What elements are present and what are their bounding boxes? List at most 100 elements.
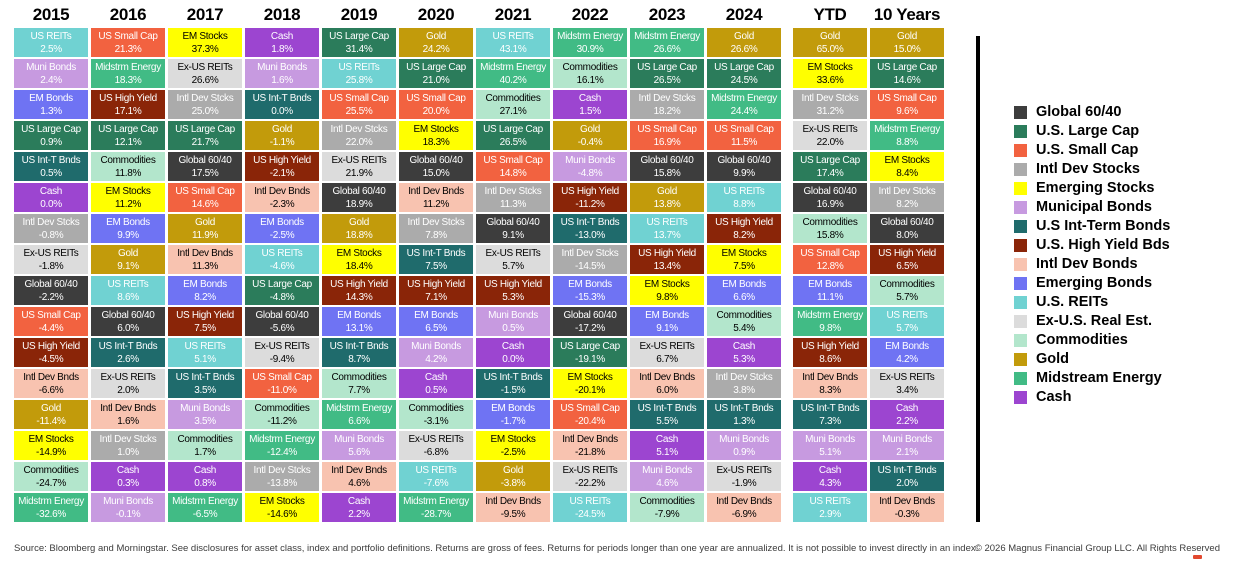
asset-return-value: -4.5% — [38, 353, 64, 365]
asset-return-value: 3.5% — [194, 415, 216, 427]
return-cell-cash: Cash 0.5% — [399, 369, 473, 398]
legend-swatch — [1014, 125, 1027, 138]
legend-item-midstrm-energy: Midstream Energy — [1014, 371, 1170, 385]
asset-return-value: -7.9% — [654, 508, 680, 520]
return-cell-us-int-t-bonds: US Int-T Bnds 3.5% — [168, 369, 242, 398]
asset-return-value: -6.5% — [192, 508, 218, 520]
asset-return-value: 18.4% — [345, 260, 373, 272]
return-cell-intl-dev-stocks: Intl Dev Stcks -0.8% — [14, 214, 88, 243]
asset-name: Cash — [424, 371, 448, 383]
asset-name: Commodities — [254, 402, 310, 414]
return-cell-intl-dev-bonds: Intl Dev Bnds 8.3% — [793, 369, 867, 398]
return-cell-us-high-yield: US High Yield 7.1% — [399, 276, 473, 305]
return-cell-us-reits: US REITs 8.6% — [91, 276, 165, 305]
asset-return-value: 5.1% — [656, 446, 678, 458]
asset-name: Gold — [272, 123, 292, 135]
asset-return-value: -24.7% — [36, 477, 66, 489]
return-cell-muni-bonds: Muni Bonds -0.1% — [91, 493, 165, 522]
asset-name: EM Stocks — [884, 154, 930, 166]
asset-name: Ex-US REITs — [879, 371, 935, 383]
return-cell-us-small-cap: US Small Cap 25.5% — [322, 90, 396, 119]
asset-return-value: -1.5% — [500, 384, 526, 396]
asset-return-value: -3.1% — [423, 415, 449, 427]
asset-name: US Small Cap — [483, 154, 543, 166]
legend-item-gold: Gold — [1014, 351, 1170, 367]
asset-return-value: 14.6% — [893, 74, 921, 86]
quilt-column-2017: 2017 EM Stocks 37.3% Ex-US REITs 26.6% Intl D… — [168, 2, 242, 522]
asset-name: US Int-T Bnds — [483, 371, 543, 383]
asset-return-value: 8.0% — [896, 229, 918, 241]
return-cell-commodities: Commodities -24.7% — [14, 462, 88, 491]
asset-return-value: 6.5% — [896, 260, 918, 272]
return-cell-muni-bonds: Muni Bonds 5.1% — [793, 431, 867, 460]
return-cell-muni-bonds: Muni Bonds 4.6% — [630, 462, 704, 491]
asset-name: Muni Bonds — [565, 154, 615, 166]
asset-name: Muni Bonds — [719, 433, 769, 445]
return-cell-global-6040: Global 60/40 15.8% — [630, 152, 704, 181]
return-cell-us-reits: US REITs 2.9% — [793, 493, 867, 522]
return-cell-global-6040: Global 60/40 17.5% — [168, 152, 242, 181]
return-cell-commodities: Commodities 15.8% — [793, 214, 867, 243]
asset-name: Ex-US REITs — [485, 247, 541, 259]
asset-name: EM Bonds — [885, 340, 929, 352]
asset-name: US Large Cap — [877, 61, 937, 73]
return-cell-us-high-yield: US High Yield 17.1% — [91, 90, 165, 119]
asset-name: Cash — [270, 30, 294, 42]
return-cell-em-stocks: EM Stocks 18.3% — [399, 121, 473, 150]
asset-return-value: -4.8% — [577, 167, 603, 179]
asset-name: Intl Dev Bnds — [408, 185, 464, 197]
asset-return-value: 18.9% — [345, 198, 373, 210]
asset-name: Intl Dev Bnds — [562, 433, 618, 445]
quilt-column-2024: 2024 Gold 26.6% US Large Cap 24.5% Midstrm En… — [707, 2, 781, 522]
asset-name: EM Bonds — [808, 278, 852, 290]
legend-swatch — [1014, 201, 1027, 214]
asset-name: Intl Dev Stcks — [638, 92, 696, 104]
footer-source: Source: Bloomberg and Morningstar. See d… — [14, 543, 979, 554]
asset-name: US Large Cap — [252, 278, 312, 290]
return-cell-global-6040: Global 60/40 -5.6% — [245, 307, 319, 336]
legend-item-us-int-t-bonds: U.S Int-Term Bonds — [1014, 219, 1170, 233]
asset-return-value: -2.5% — [500, 446, 526, 458]
asset-return-value: 13.8% — [653, 198, 681, 210]
return-cell-em-bonds: EM Bonds 4.2% — [870, 338, 944, 367]
asset-name: Commodities — [562, 61, 618, 73]
asset-return-value: -3.8% — [500, 477, 526, 489]
legend-label: Gold — [1036, 351, 1070, 367]
asset-name: Midstrm Energy — [95, 61, 161, 73]
asset-return-value: 24.2% — [422, 43, 450, 55]
asset-name: US High Yield — [176, 309, 234, 321]
column-cells: Gold 24.2% US Large Cap 21.0% US Small Cap 20… — [399, 28, 473, 522]
asset-name: US REITs — [261, 247, 303, 259]
asset-name: US High Yield — [407, 278, 465, 290]
asset-return-value: 22.0% — [816, 136, 844, 148]
asset-return-value: 12.1% — [114, 136, 142, 148]
asset-name: EM Bonds — [260, 216, 304, 228]
asset-return-value: 8.2% — [194, 291, 216, 303]
asset-name: US Int-T Bnds — [252, 92, 312, 104]
return-cell-midstrm-energy: Midstrm Energy 30.9% — [553, 28, 627, 57]
asset-name: Global 60/40 — [101, 309, 155, 321]
asset-name: EM Stocks — [413, 123, 459, 135]
asset-return-value: 15.8% — [816, 229, 844, 241]
return-cell-us-large-cap: US Large Cap 31.4% — [322, 28, 396, 57]
asset-return-value: 4.6% — [348, 477, 370, 489]
return-cell-global-6040: Global 60/40 16.9% — [793, 183, 867, 212]
asset-name: Commodities — [23, 464, 79, 476]
return-cell-em-stocks: EM Stocks 8.4% — [870, 152, 944, 181]
return-cell-cash: Cash 0.8% — [168, 462, 242, 491]
asset-return-value: 8.7% — [348, 353, 370, 365]
legend-label: Ex-U.S. Real Est. — [1036, 313, 1153, 329]
return-cell-us-large-cap: US Large Cap 21.0% — [399, 59, 473, 88]
asset-name: Cash — [818, 464, 842, 476]
asset-name: Commodities — [100, 154, 156, 166]
asset-name: Gold — [426, 30, 446, 42]
asset-name: Gold — [657, 185, 677, 197]
asset-return-value: -13.0% — [575, 229, 605, 241]
return-cell-ex-us-reits: Ex-US REITs 6.7% — [630, 338, 704, 367]
return-cell-global-6040: Global 60/40 -2.2% — [14, 276, 88, 305]
asset-name: Muni Bonds — [180, 402, 230, 414]
asset-return-value: -6.8% — [423, 446, 449, 458]
return-cell-us-small-cap: US Small Cap -11.0% — [245, 369, 319, 398]
asset-name: Intl Dev Stcks — [330, 123, 388, 135]
asset-name: US Small Cap — [800, 247, 860, 259]
